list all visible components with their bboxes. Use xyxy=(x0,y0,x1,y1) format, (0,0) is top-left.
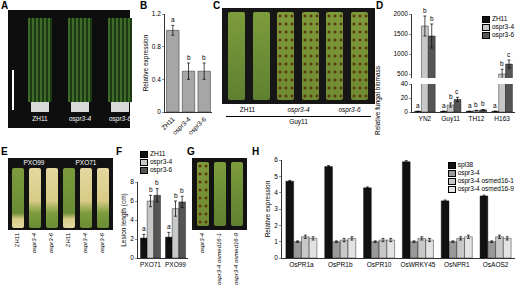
svg-text:6: 6 xyxy=(274,156,278,163)
svg-text:ospr3-6: ospr3-6 xyxy=(187,115,209,137)
svg-text:OsNPR1: OsNPR1 xyxy=(444,261,470,268)
svg-text:1: 1 xyxy=(274,238,278,245)
html-text:ZH11: ZH11 xyxy=(492,15,508,23)
html-text:ZH11: ZH11 xyxy=(14,233,20,248)
svg-text:0: 0 xyxy=(274,254,278,261)
svg-text:4: 4 xyxy=(130,216,134,223)
svg-text:6: 6 xyxy=(130,197,134,204)
svg-text:a: a xyxy=(468,102,472,109)
svg-text:OsWRKY45: OsWRKY45 xyxy=(400,261,435,268)
html-text:ospr3-4 osmed16-9: ospr3-4 osmed16-9 xyxy=(457,185,514,193)
svg-text:0: 0 xyxy=(130,254,134,261)
svg-text:YN2: YN2 xyxy=(419,115,432,122)
html-text:ZH11: ZH11 xyxy=(32,115,48,122)
html-text:ospr3-6: ospr3-6 xyxy=(99,233,105,254)
html-text:A: A xyxy=(1,0,9,11)
html-text:ospr3-4: ospr3-4 xyxy=(31,233,37,254)
html-text:ospr3-4 osmed16-1: ospr3-4 osmed16-1 xyxy=(216,233,222,285)
svg-text:0: 0 xyxy=(404,108,408,115)
svg-text:b: b xyxy=(474,101,478,108)
html-text:H: H xyxy=(252,146,260,157)
svg-text:Guy11: Guy11 xyxy=(441,115,460,123)
html-text:ospr3-6: ospr3-6 xyxy=(338,106,361,113)
svg-text:OsPR1a: OsPR1a xyxy=(289,261,314,268)
svg-text:c: c xyxy=(455,88,459,95)
html-text:ospr3-4 osmed16-1: ospr3-4 osmed16-1 xyxy=(457,177,514,185)
html-text:C: C xyxy=(213,0,221,11)
html-text:ospr3-4: ospr3-4 xyxy=(492,23,514,31)
svg-text:b: b xyxy=(149,186,153,193)
html-text:ospr3-4: ospr3-4 xyxy=(82,233,88,254)
html-text:ZH11: ZH11 xyxy=(239,106,256,113)
svg-text:b: b xyxy=(174,192,178,199)
svg-text:OsAOS2: OsAOS2 xyxy=(483,261,509,268)
html-text:ZH11: ZH11 xyxy=(150,150,166,158)
svg-text:a: a xyxy=(171,16,175,23)
svg-text:PXO99: PXO99 xyxy=(165,261,186,268)
html-text:ospr3-6: ospr3-6 xyxy=(48,233,54,254)
svg-text:1000: 1000 xyxy=(393,50,408,57)
svg-text:a: a xyxy=(442,102,446,109)
svg-text:5: 5 xyxy=(274,173,278,180)
svg-text:b: b xyxy=(180,187,184,194)
svg-text:ospr3-4: ospr3-4 xyxy=(171,115,193,137)
html-text:ospr3-4: ospr3-4 xyxy=(287,106,310,113)
html-text:PXO99: PXO99 xyxy=(23,159,45,166)
svg-text:Relative fungal biomass: Relative fungal biomass xyxy=(374,65,382,135)
svg-text:OsPR1b: OsPR1b xyxy=(328,261,353,268)
html-text:spl38: spl38 xyxy=(457,161,474,169)
svg-text:a: a xyxy=(142,225,146,232)
svg-text:OsPR10: OsPR10 xyxy=(367,261,392,268)
html-text:ospr3-6: ospr3-6 xyxy=(492,31,514,39)
svg-text:3: 3 xyxy=(274,205,278,212)
html-text:ospr3-6: ospr3-6 xyxy=(109,115,131,122)
svg-text:Relative expression: Relative expression xyxy=(142,34,150,91)
svg-text:ZH11: ZH11 xyxy=(160,115,176,131)
html-text:B: B xyxy=(140,0,148,11)
html-text:PXO71: PXO71 xyxy=(75,159,97,166)
html-text:ospr3-4: ospr3-4 xyxy=(150,158,172,166)
svg-text:b: b xyxy=(481,100,485,107)
svg-text:b: b xyxy=(155,179,159,186)
svg-text:2: 2 xyxy=(274,222,278,229)
svg-text:a: a xyxy=(416,102,420,109)
svg-text:2: 2 xyxy=(130,235,134,242)
html-text:ospr3-4 osmed16-9: ospr3-4 osmed16-9 xyxy=(233,233,239,285)
svg-text:40: 40 xyxy=(401,80,409,87)
svg-text:0: 0 xyxy=(157,108,161,115)
html-text:E: E xyxy=(1,146,8,157)
svg-text:b: b xyxy=(202,54,206,61)
html-text:ospr3-4: ospr3-4 xyxy=(199,233,205,254)
html-text:ospr3-4: ospr3-4 xyxy=(69,115,91,122)
svg-text:a: a xyxy=(493,102,497,109)
html-text:G: G xyxy=(187,146,195,157)
svg-text:PXO71: PXO71 xyxy=(140,261,161,268)
svg-text:Lesion length (cm): Lesion length (cm) xyxy=(120,193,128,246)
svg-text:a: a xyxy=(167,223,171,230)
svg-text:b: b xyxy=(430,15,434,22)
svg-text:1.2: 1.2 xyxy=(152,10,161,17)
svg-text:20: 20 xyxy=(401,94,409,101)
html-text:ospr3-6: ospr3-6 xyxy=(150,166,172,174)
svg-text:c: c xyxy=(507,51,511,58)
svg-text:1500: 1500 xyxy=(393,30,408,37)
html-text:Guy11: Guy11 xyxy=(289,118,308,125)
html-text:D: D xyxy=(376,0,384,11)
svg-text:H163: H163 xyxy=(494,115,510,122)
html-text:ZH11: ZH11 xyxy=(65,233,71,248)
svg-text:500: 500 xyxy=(397,70,408,77)
svg-text:2000: 2000 xyxy=(393,10,408,17)
svg-text:0.4: 0.4 xyxy=(152,76,161,83)
svg-text:b: b xyxy=(187,54,191,61)
html-text:ospr3-4: ospr3-4 xyxy=(457,169,480,177)
svg-text:0.8: 0.8 xyxy=(152,43,161,50)
svg-text:8: 8 xyxy=(130,178,134,185)
svg-text:b: b xyxy=(449,93,453,100)
svg-text:Relative expression: Relative expression xyxy=(264,180,272,237)
svg-text:4: 4 xyxy=(274,189,278,196)
svg-text:TH12: TH12 xyxy=(468,115,484,122)
html-text:F: F xyxy=(116,146,123,157)
svg-text:b: b xyxy=(423,7,427,14)
svg-text:b: b xyxy=(500,60,504,67)
